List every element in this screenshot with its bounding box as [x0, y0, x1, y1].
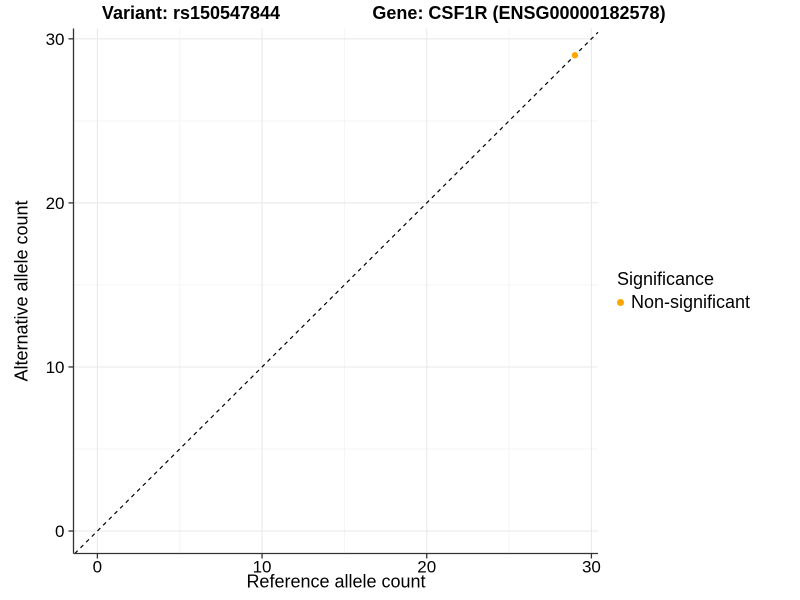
- y-tick-label: 20: [46, 194, 65, 213]
- legend-title: Significance: [617, 269, 715, 289]
- plot-title-gene: Gene: CSF1R (ENSG00000182578): [372, 3, 666, 23]
- y-tick-label: 30: [46, 30, 65, 49]
- legend-item-non-significant: Non-significant: [617, 291, 750, 314]
- x-tick-label: 0: [93, 558, 102, 577]
- y-tick-label: 0: [55, 522, 64, 541]
- legend-point-icon: [617, 299, 624, 306]
- plot-title-variant: Variant: rs150547844: [101, 3, 281, 23]
- data-point: [571, 52, 579, 59]
- legend: Significance Non-significant: [617, 268, 750, 314]
- legend-item-label: Non-significant: [631, 292, 751, 312]
- x-tick-label: 30: [582, 558, 601, 577]
- x-axis-title: Reference allele count: [246, 571, 426, 592]
- y-tick-label: 10: [46, 358, 65, 377]
- x-tick-label: 20: [417, 558, 436, 577]
- identity-dashed-line: [74, 31, 599, 554]
- x-tick-label: 10: [253, 558, 272, 577]
- y-axis-title: Alternative allele count: [11, 200, 32, 382]
